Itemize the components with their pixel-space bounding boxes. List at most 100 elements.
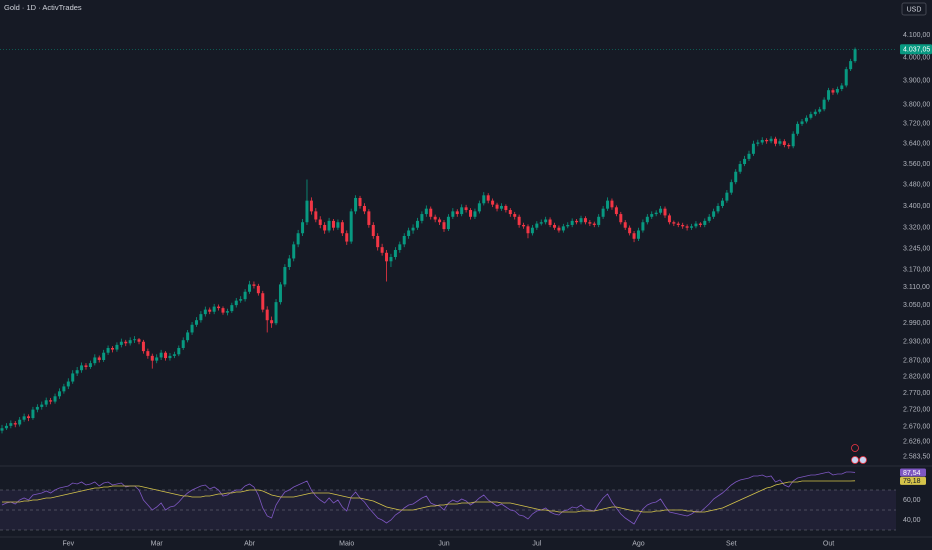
candle-body xyxy=(230,305,234,312)
candle-body xyxy=(583,218,587,223)
x-tick-label: Abr xyxy=(244,540,256,547)
x-tick-label: Out xyxy=(823,540,834,547)
candle-body xyxy=(495,204,499,209)
candle-body xyxy=(415,220,419,228)
candle-body xyxy=(389,257,393,262)
candle-body xyxy=(212,306,216,312)
candle-body xyxy=(150,355,154,361)
candle-body xyxy=(482,195,486,204)
candle-body xyxy=(575,220,579,223)
candle-body xyxy=(588,222,592,224)
candle-body xyxy=(31,409,35,419)
candle-body xyxy=(13,423,17,425)
candle-body xyxy=(442,222,446,230)
candle-body xyxy=(367,211,371,225)
candle-body xyxy=(234,300,238,306)
candle-body xyxy=(796,123,800,134)
candle-body xyxy=(853,49,857,62)
candle-body xyxy=(517,216,521,225)
candle-body xyxy=(305,200,309,223)
candle-body xyxy=(818,109,822,112)
indicator-line xyxy=(1,471,856,525)
candle-body xyxy=(35,406,39,410)
y-tick-label: 3.560,00 xyxy=(903,161,930,168)
candle-body xyxy=(194,320,198,325)
candle-body xyxy=(716,205,720,212)
candle-body xyxy=(411,227,415,231)
indicator-value-tag xyxy=(900,468,926,477)
candle-body xyxy=(769,138,773,142)
candle-body xyxy=(460,207,464,215)
candle-body xyxy=(685,226,689,228)
currency-button[interactable] xyxy=(901,2,927,16)
candle-body xyxy=(787,144,791,147)
candle-body xyxy=(813,111,817,115)
candle-body xyxy=(274,302,278,324)
candle-body xyxy=(115,344,119,350)
last-price-tag xyxy=(900,44,932,55)
event-icon[interactable] xyxy=(859,456,867,464)
candle-body xyxy=(822,99,826,110)
candle-body xyxy=(610,200,614,208)
indicator-value-tag xyxy=(900,476,926,485)
candle-body xyxy=(53,396,57,402)
candle-body xyxy=(340,222,344,234)
candle-body xyxy=(265,309,269,321)
candle-body xyxy=(446,216,450,230)
candle-body xyxy=(738,164,742,172)
candle-body xyxy=(720,200,724,206)
candle-body xyxy=(349,211,353,242)
candle-body xyxy=(292,244,296,259)
candle-body xyxy=(729,182,733,193)
candle-body xyxy=(225,311,229,313)
candle-body xyxy=(831,90,835,93)
candle-body xyxy=(385,252,389,262)
candle-body xyxy=(477,203,481,212)
candle-body xyxy=(429,208,433,217)
candle-body xyxy=(309,200,313,212)
candle-body xyxy=(181,340,185,348)
candle-body xyxy=(243,291,247,300)
candle-body xyxy=(703,220,707,225)
candle-body xyxy=(354,197,358,212)
candle-body xyxy=(49,400,53,402)
candle-body xyxy=(544,219,548,223)
candle-body xyxy=(314,211,318,220)
y-tick-label: 2.670,00 xyxy=(903,423,930,430)
candle-body xyxy=(451,211,455,217)
candle-body xyxy=(327,220,331,231)
candle-body xyxy=(751,143,755,154)
candle-body xyxy=(203,309,207,315)
indicator-value-label: 79,18 xyxy=(903,478,921,485)
candle-body xyxy=(137,339,141,342)
candle-body xyxy=(62,386,66,392)
candle-body xyxy=(694,223,698,227)
chart-title: Gold · 1D · ActivTrades xyxy=(4,3,82,12)
indicator-value-label: 87,54 xyxy=(903,470,921,477)
candle-body xyxy=(318,219,322,225)
candle-body xyxy=(809,114,813,118)
candle-body xyxy=(97,357,101,360)
event-icon[interactable] xyxy=(851,456,859,464)
candle-body xyxy=(800,121,804,124)
event-icon[interactable] xyxy=(851,444,859,452)
y-tick-label: 2.990,00 xyxy=(903,320,930,327)
candle-body xyxy=(159,352,163,358)
candle-body xyxy=(376,235,380,248)
candle-body xyxy=(535,223,539,228)
candle-body xyxy=(270,320,274,324)
candle-body xyxy=(464,207,468,211)
candle-body xyxy=(526,226,530,234)
candle-body xyxy=(278,284,282,303)
candle-body xyxy=(667,215,671,223)
candle-body xyxy=(9,423,13,426)
candle-body xyxy=(650,214,654,217)
candle-body xyxy=(88,363,92,368)
candle-body xyxy=(323,224,327,231)
candle-body xyxy=(760,139,764,143)
y-tick-label: 2.583,50 xyxy=(903,453,930,460)
candle-body xyxy=(256,285,260,294)
